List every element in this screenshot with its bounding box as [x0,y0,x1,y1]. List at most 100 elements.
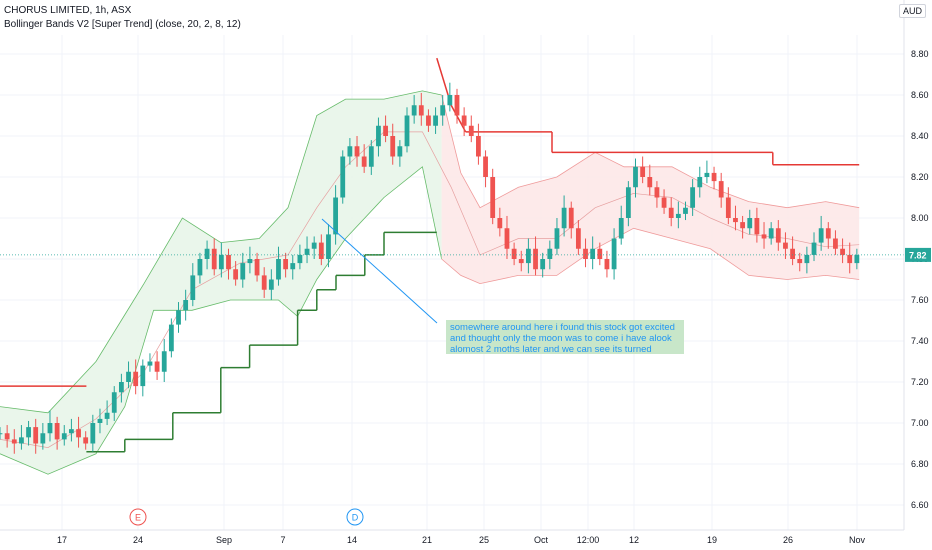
candle-body[interactable] [511,248,517,259]
candle-body[interactable] [518,259,524,264]
currency-label[interactable]: AUD [898,4,926,18]
candle-body[interactable] [775,228,781,243]
candle-body[interactable] [418,105,424,116]
candle-body[interactable] [26,427,31,438]
candle-body[interactable] [104,412,110,419]
candle-body[interactable] [183,300,189,311]
candle-body[interactable] [840,248,845,255]
candle-body[interactable] [647,177,653,188]
candle-body[interactable] [461,115,467,126]
candle-body[interactable] [19,437,24,444]
candle-body[interactable] [376,125,381,147]
candle-body[interactable] [40,433,46,444]
candle-body[interactable] [318,242,324,259]
candle-body[interactable] [47,423,53,434]
candle-body[interactable] [147,361,153,366]
candle-body[interactable] [111,392,117,413]
candle-body[interactable] [97,418,103,423]
candle-body[interactable] [604,259,610,270]
candle-body[interactable] [76,429,81,438]
candle-body[interactable] [590,248,596,259]
candle-body[interactable] [354,146,360,157]
candle-body[interactable] [683,207,688,214]
candle-body[interactable] [483,156,488,178]
candle-body[interactable] [811,242,817,255]
candle-body[interactable] [690,187,696,208]
candle-body[interactable] [825,228,831,239]
candle-body[interactable] [818,228,824,243]
candle-body[interactable] [197,259,203,276]
candle-body[interactable] [226,254,231,270]
candle-body[interactable] [847,254,853,264]
event-marker-d[interactable] [346,508,364,526]
candle-body[interactable] [368,146,374,167]
candle-body[interactable] [361,156,367,167]
candle-body[interactable] [654,187,660,198]
candle-body[interactable] [247,259,253,264]
candle-body[interactable] [725,197,731,219]
candle-body[interactable] [340,156,346,198]
candle-body[interactable] [404,115,410,147]
candle-body[interactable] [540,259,546,270]
candle-body[interactable] [761,234,767,239]
candle-body[interactable] [625,187,631,218]
candle-body[interactable] [254,259,260,276]
candle-body[interactable] [90,423,96,444]
candle-body[interactable] [390,136,396,157]
candle-body[interactable] [747,218,753,229]
candle-body[interactable] [218,254,224,270]
candle-body[interactable] [447,95,453,106]
candle-body[interactable] [547,248,553,259]
candle-body[interactable] [533,248,538,270]
candle-body[interactable] [133,371,139,387]
candle-body[interactable] [0,433,3,435]
candle-body[interactable] [525,248,531,264]
candle-body[interactable] [411,105,417,116]
candle-body[interactable] [790,248,795,259]
candle-body[interactable] [804,254,810,264]
candle-body[interactable] [69,429,74,434]
candle-body[interactable] [297,254,303,264]
candle-body[interactable] [268,279,274,290]
candle-body[interactable] [554,228,560,249]
candle-body[interactable] [618,218,624,239]
candle-body[interactable] [640,166,646,177]
candle-body[interactable] [583,248,588,259]
annotation-note[interactable]: somewhere around here i found this stock… [446,320,684,354]
candle-body[interactable] [240,263,246,280]
candle-body[interactable] [161,351,167,372]
candle-body[interactable] [61,433,67,440]
candle-body[interactable] [633,166,638,188]
candle-body[interactable] [326,234,331,259]
candle-body[interactable] [126,371,131,382]
candle-body[interactable] [611,238,617,270]
candle-body[interactable] [697,177,703,188]
candle-body[interactable] [190,275,196,300]
candle-body[interactable] [397,146,403,157]
candle-body[interactable] [561,207,567,229]
candle-body[interactable] [383,125,388,136]
candle-body[interactable] [490,177,496,218]
candle-body[interactable] [797,259,803,264]
candle-body[interactable] [454,95,460,116]
candle-body[interactable] [33,427,39,444]
candle-body[interactable] [568,207,574,229]
candle-body[interactable] [668,207,674,218]
candle-body[interactable] [118,382,124,393]
price-axis[interactable] [904,0,932,550]
candle-body[interactable] [833,238,838,249]
candle-body[interactable] [276,259,281,280]
candle-body[interactable] [854,254,860,264]
candle-body[interactable] [290,263,296,270]
candle-body[interactable] [711,172,717,182]
candle-body[interactable] [504,228,510,249]
candle-body[interactable] [347,146,353,157]
candle-body[interactable] [211,248,217,270]
event-marker-e[interactable] [129,508,147,526]
candle-body[interactable] [718,181,724,198]
candle-body[interactable] [176,310,181,325]
candle-body[interactable] [497,218,503,229]
candle-body[interactable] [54,423,60,440]
candle-body[interactable] [304,248,310,255]
candle-body[interactable] [740,222,746,229]
